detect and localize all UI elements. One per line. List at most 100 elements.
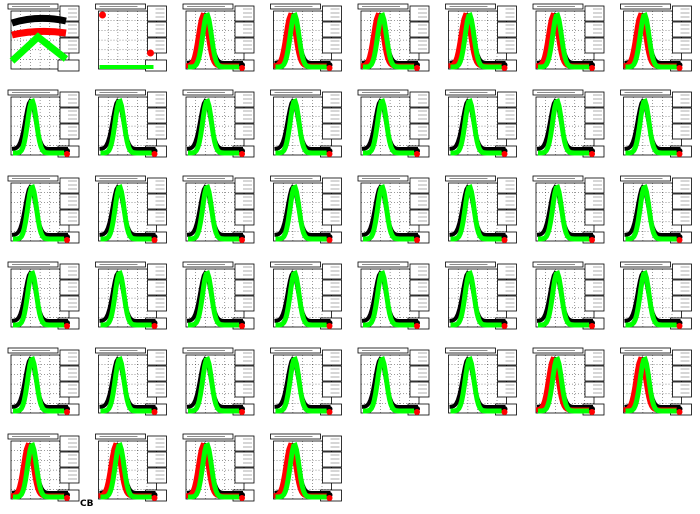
stats-box (322, 295, 342, 312)
panel (95, 261, 167, 330)
stats-box (322, 365, 342, 382)
panel (445, 347, 517, 416)
stats-box (322, 5, 342, 22)
marker (147, 49, 154, 57)
curve (450, 270, 507, 328)
stats-box (234, 365, 255, 382)
panel (270, 347, 342, 416)
stats-box (147, 91, 167, 108)
panel (532, 261, 605, 330)
curve (100, 356, 157, 414)
stats-box (147, 209, 167, 226)
marker (501, 151, 508, 157)
panel (532, 3, 605, 72)
stats-box (322, 91, 342, 108)
panel (270, 175, 342, 244)
stats-box (147, 451, 167, 468)
stats-box (322, 435, 342, 452)
panel (182, 175, 255, 244)
panel (95, 3, 167, 72)
stats-box (147, 177, 167, 194)
stats-box (59, 451, 80, 468)
stats-box (234, 279, 255, 296)
stats-box (497, 5, 517, 22)
curve (450, 184, 507, 242)
stats-box (584, 295, 605, 312)
marker (64, 495, 70, 501)
panel (7, 347, 80, 416)
stats-box (497, 349, 517, 366)
stats-box (672, 21, 692, 38)
stats-box (147, 349, 167, 366)
curve (538, 270, 594, 328)
stats-box (322, 107, 342, 124)
marker (64, 323, 70, 329)
stats-box (147, 263, 167, 280)
curve (188, 184, 244, 242)
marker (239, 151, 245, 157)
marker (239, 65, 245, 71)
curve (275, 98, 332, 156)
panel (445, 175, 517, 244)
curve (11, 27, 67, 39)
marker (151, 409, 158, 415)
stats-box (409, 91, 430, 108)
panel (620, 175, 692, 244)
stats-box (234, 37, 255, 54)
curve (450, 12, 507, 70)
marker (501, 237, 508, 243)
marker (501, 409, 508, 415)
curve (188, 356, 244, 414)
panel (532, 89, 605, 158)
stats-box (234, 123, 255, 140)
stats-box (322, 193, 342, 210)
marker (414, 237, 420, 243)
panel (7, 261, 80, 330)
stats-box (322, 279, 342, 296)
panel (182, 347, 255, 416)
panel (620, 261, 692, 330)
stats-box (147, 21, 167, 38)
stats-box (584, 263, 605, 280)
stats-box (59, 435, 80, 452)
marker (676, 151, 683, 157)
stats-box (584, 349, 605, 366)
stats-box (59, 37, 80, 54)
curve (9, 32, 69, 64)
stats-box (672, 107, 692, 124)
stats-box (59, 381, 80, 398)
panel (532, 347, 605, 416)
panel (270, 89, 342, 158)
stats-box (672, 193, 692, 210)
stats-box (409, 5, 430, 22)
stats-box (147, 107, 167, 124)
panel (445, 261, 517, 330)
panel (620, 3, 692, 72)
stats-box (409, 37, 430, 54)
stats-box (409, 295, 430, 312)
stats-box (584, 381, 605, 398)
stats-box (234, 263, 255, 280)
panel (182, 89, 255, 158)
stats-box (497, 295, 517, 312)
stats-box (147, 381, 167, 398)
stats-box (497, 21, 517, 38)
stats-box (584, 21, 605, 38)
stats-box (322, 263, 342, 280)
stats-box (672, 91, 692, 108)
stats-box (147, 193, 167, 210)
marker (151, 151, 158, 157)
stats-box (672, 381, 692, 398)
curve (275, 442, 332, 500)
stats-box (497, 365, 517, 382)
stats-box (672, 349, 692, 366)
stats-box (147, 295, 167, 312)
curve (188, 270, 244, 328)
stats-box (409, 209, 430, 226)
curve (188, 442, 244, 500)
stats-box (234, 107, 255, 124)
stats-box (322, 349, 342, 366)
stats-box (584, 177, 605, 194)
curve (13, 442, 69, 500)
curve (275, 184, 332, 242)
